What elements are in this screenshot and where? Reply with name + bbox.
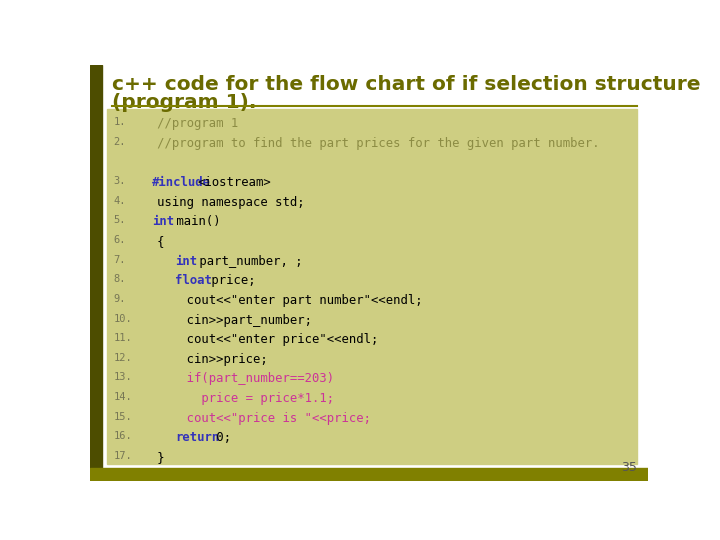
Text: <iostream>: <iostream> <box>198 176 271 189</box>
Text: 9.: 9. <box>113 294 126 304</box>
Text: c++ code for the flow chart of if selection structure: c++ code for the flow chart of if select… <box>112 75 701 94</box>
Text: 1.: 1. <box>113 117 126 127</box>
Text: price = price*1.1;: price = price*1.1; <box>135 392 334 405</box>
Text: 10.: 10. <box>113 314 132 323</box>
Text: 13.: 13. <box>113 373 132 382</box>
Bar <box>90 468 648 481</box>
Bar <box>107 110 637 464</box>
Text: cout<<"enter part number"<<endl;: cout<<"enter part number"<<endl; <box>135 294 423 307</box>
Text: main(): main() <box>169 215 221 228</box>
Text: 4.: 4. <box>113 195 126 206</box>
Text: 35: 35 <box>621 462 637 475</box>
Text: cin>>part_number;: cin>>part_number; <box>135 314 312 327</box>
Text: }: } <box>135 451 164 464</box>
Text: 6.: 6. <box>113 235 126 245</box>
Text: price;: price; <box>204 274 255 287</box>
Text: 7.: 7. <box>113 254 126 265</box>
Text: using namespace std;: using namespace std; <box>135 195 305 208</box>
Text: 14.: 14. <box>113 392 132 402</box>
Text: 2.: 2. <box>113 137 126 147</box>
Text: (program 1).: (program 1). <box>112 92 256 112</box>
Text: 16.: 16. <box>113 431 132 441</box>
Text: 8.: 8. <box>113 274 126 284</box>
Text: cout<<"enter price"<<endl;: cout<<"enter price"<<endl; <box>135 333 378 346</box>
Text: #include: #include <box>152 176 211 189</box>
Text: {: { <box>135 235 164 248</box>
Text: //program to find the part prices for the given part number.: //program to find the part prices for th… <box>135 137 600 150</box>
Text: 17.: 17. <box>113 451 132 461</box>
Text: return: return <box>175 431 219 444</box>
Text: 0;: 0; <box>210 431 231 444</box>
Text: float: float <box>175 274 212 287</box>
Text: int: int <box>175 254 197 268</box>
Text: 3.: 3. <box>113 176 126 186</box>
Text: 15.: 15. <box>113 411 132 422</box>
Text: part_number, ;: part_number, ; <box>192 254 302 268</box>
Text: 11.: 11. <box>113 333 132 343</box>
Text: cout<<"price is "<<price;: cout<<"price is "<<price; <box>135 411 371 424</box>
Text: 12.: 12. <box>113 353 132 363</box>
Bar <box>90 65 102 481</box>
Bar <box>102 65 648 257</box>
Text: int: int <box>152 215 174 228</box>
Text: 5.: 5. <box>113 215 126 225</box>
Text: if(part_number==203): if(part_number==203) <box>135 373 334 386</box>
Text: //program 1: //program 1 <box>135 117 238 130</box>
Text: cin>>price;: cin>>price; <box>135 353 268 366</box>
